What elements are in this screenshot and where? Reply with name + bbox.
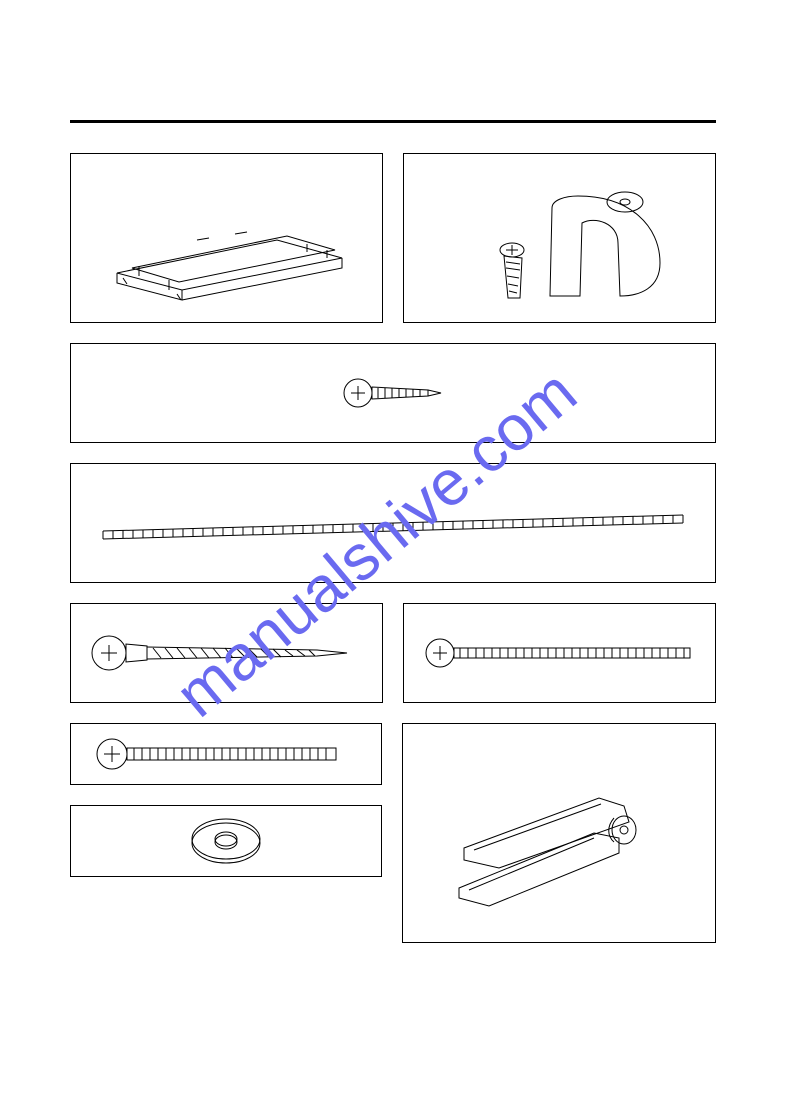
medium-machine-screw-icon <box>86 724 366 784</box>
row-4 <box>70 603 716 703</box>
page: {} <box>0 0 786 1106</box>
box-mounting-tray <box>70 153 383 323</box>
col-left <box>70 723 382 877</box>
box-medium-machine-screw <box>70 723 382 785</box>
box-pipe-clip <box>403 153 716 323</box>
toggle-wing-icon <box>419 738 699 928</box>
box-staple-strip: {} <box>70 463 716 583</box>
staple-strip-icon: {} <box>93 493 693 553</box>
long-machine-screw-icon <box>420 623 700 683</box>
small-screw-icon <box>333 363 453 423</box>
row-5 <box>70 723 716 943</box>
lag-screw-icon <box>87 623 367 683</box>
box-flat-washer <box>70 805 382 877</box>
parts-grid: {} <box>70 153 716 943</box>
box-long-machine-screw <box>403 603 716 703</box>
box-toggle-wing <box>402 723 716 943</box>
pipe-clip-icon <box>430 168 690 308</box>
flat-washer-icon <box>166 806 286 876</box>
row-1 <box>70 153 716 323</box>
box-lag-screw <box>70 603 383 703</box>
mounting-tray-icon <box>97 168 357 308</box>
section-divider <box>70 120 716 123</box>
box-small-screw <box>70 343 716 443</box>
